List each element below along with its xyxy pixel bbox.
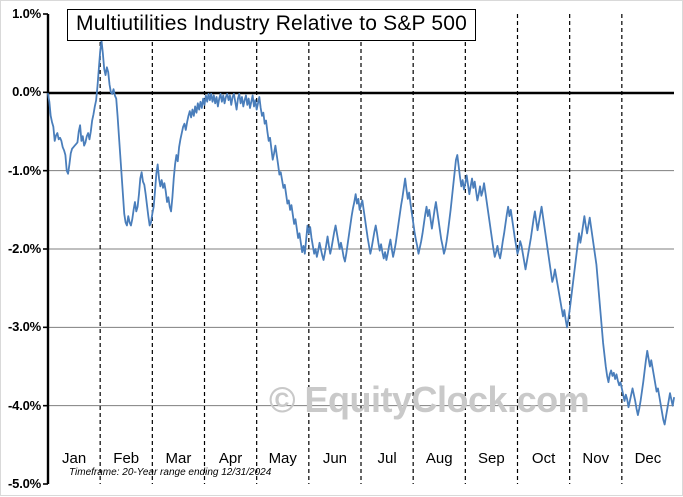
y-axis-label: -3.0% — [8, 319, 41, 335]
y-axis-label: 1.0% — [12, 6, 41, 21]
x-axis-label-apr: Apr — [218, 450, 243, 467]
x-axis-label-may: May — [268, 450, 297, 467]
x-axis-label-jul: Jul — [377, 450, 397, 467]
x-axis-label-aug: Aug — [425, 450, 453, 467]
y-axis-ticks — [43, 13, 48, 485]
x-axis-label-mar: Mar — [165, 450, 192, 467]
chart-footnote: Timeframe: 20-Year range ending 12/31/20… — [69, 467, 272, 478]
chart-title: Multiutilities Industry Relative to S&P … — [67, 9, 477, 41]
y-axis-label: -4.0% — [8, 397, 41, 413]
x-axis-label-nov: Nov — [582, 450, 610, 467]
x-axis-label-dec: Dec — [634, 450, 662, 467]
y-axis-label: -5.0% — [8, 476, 41, 491]
x-axis-label-feb: Feb — [113, 450, 140, 467]
y-axis-label: -1.0% — [8, 162, 41, 178]
y-axis-label: 0.0% — [12, 84, 41, 100]
x-axis-label-sep: Sep — [478, 450, 505, 467]
x-axis-label-oct: Oct — [531, 450, 556, 467]
x-axis-label-jan: Jan — [61, 450, 87, 467]
y-axis-label: -2.0% — [8, 241, 41, 256]
watermark-equityclock: © EquityClock.com — [269, 379, 590, 420]
x-axis-label-jun: Jun — [322, 450, 347, 467]
data-series-line — [47, 39, 675, 426]
